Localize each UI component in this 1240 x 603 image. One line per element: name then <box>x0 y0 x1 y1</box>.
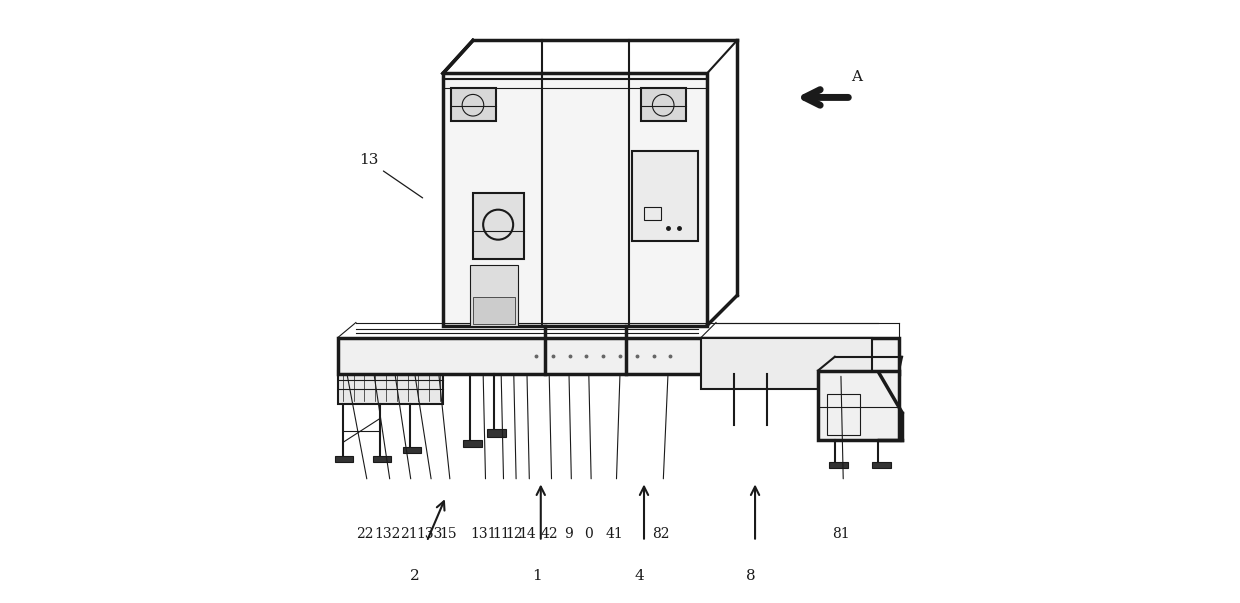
Text: 9: 9 <box>564 526 573 540</box>
Text: 0: 0 <box>584 526 593 540</box>
Bar <box>373 456 391 463</box>
Text: A: A <box>852 70 863 84</box>
Bar <box>472 194 525 259</box>
Bar <box>337 338 899 373</box>
Text: 13: 13 <box>360 153 378 168</box>
Bar <box>450 89 496 121</box>
Text: 42: 42 <box>541 526 558 540</box>
Text: 15: 15 <box>439 526 456 540</box>
Bar <box>487 429 506 437</box>
Bar <box>827 394 861 435</box>
Text: 131: 131 <box>470 526 496 540</box>
Text: 2: 2 <box>410 569 419 582</box>
Bar <box>644 207 661 221</box>
Bar <box>872 463 892 469</box>
Bar <box>818 370 899 440</box>
Bar <box>632 151 698 241</box>
Text: 132: 132 <box>374 526 401 540</box>
Text: 21: 21 <box>401 526 418 540</box>
Text: 8: 8 <box>746 569 755 582</box>
Bar <box>472 297 515 324</box>
Text: 81: 81 <box>832 526 849 540</box>
Bar <box>701 338 872 388</box>
Bar <box>463 440 482 447</box>
Text: 1: 1 <box>532 569 542 582</box>
Text: 14: 14 <box>518 526 536 540</box>
Text: 41: 41 <box>605 526 622 540</box>
Text: 12: 12 <box>505 526 522 540</box>
Bar <box>828 463 848 469</box>
Text: 22: 22 <box>356 526 373 540</box>
Text: 11: 11 <box>492 526 510 540</box>
Bar <box>335 456 353 463</box>
Bar <box>443 74 707 326</box>
Text: 133: 133 <box>415 526 443 540</box>
Bar <box>470 265 518 326</box>
Bar <box>641 89 686 121</box>
Text: 4: 4 <box>635 569 645 582</box>
Text: 82: 82 <box>652 526 670 540</box>
Bar <box>337 370 443 403</box>
Bar <box>403 447 420 453</box>
